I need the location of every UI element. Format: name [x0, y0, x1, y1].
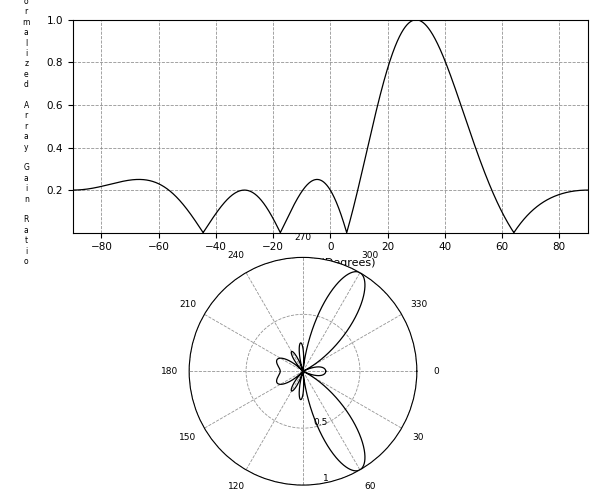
Y-axis label: N
o
r
m
a
l
i
z
e
d
 
A
r
r
a
y
 
G
a
i
n
 
R
a
t
i
o: N o r m a l i z e d A r r a y G a i n R …: [22, 0, 30, 266]
X-axis label: Angle (Degrees): Angle (Degrees): [285, 258, 376, 268]
